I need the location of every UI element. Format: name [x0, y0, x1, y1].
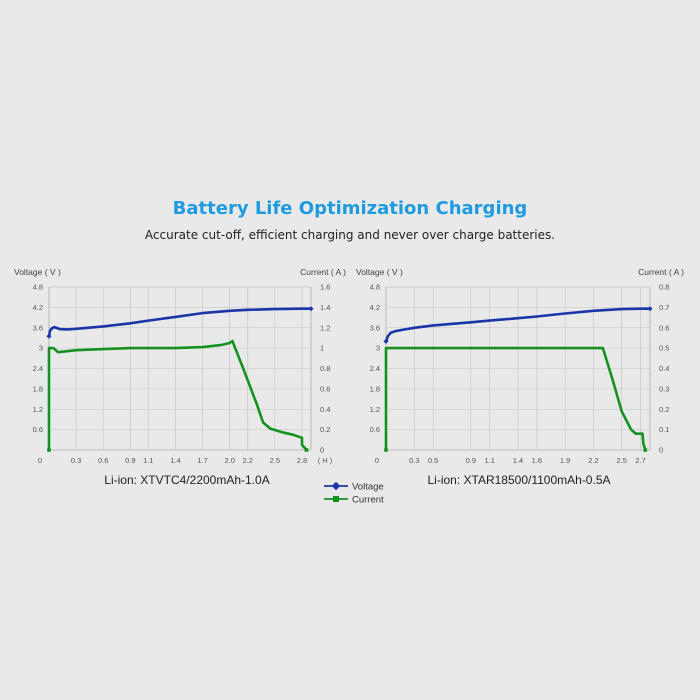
x-tick-label: 1.6: [532, 456, 542, 465]
y-left-tick-label: 3: [376, 344, 380, 353]
y-right-tick-label: 0.6: [320, 384, 330, 393]
y-right-tick-label: 0.2: [659, 405, 669, 414]
x-tick-label: 2.7: [635, 456, 645, 465]
diamond-icon: [331, 481, 341, 491]
x-tick-label: 0.3: [71, 456, 81, 465]
x-tick-label: 1.4: [170, 456, 180, 465]
y-right-tick-label: 0: [320, 446, 324, 455]
x-origin-label: 0: [38, 456, 42, 465]
y-right-tick-label: 1: [320, 344, 324, 353]
series-marker-current: [643, 448, 648, 452]
x-tick-label: 2.2: [243, 456, 253, 465]
y-right-tick-label: 0: [659, 446, 663, 455]
y-right-tick-label: 0.3: [659, 384, 669, 393]
y-left-tick-label: 4.8: [370, 283, 380, 292]
series-line-current: [47, 339, 308, 452]
series-marker-voltage: [46, 333, 52, 339]
chart-1: 4.8 4.2 3.6 3 2.4 1.8 1.2 0.6 1.6 1.4 1.2 1 0.8 0.6 0.…: [14, 267, 346, 487]
y-left-tick-label: 4.8: [33, 283, 43, 292]
y-right-tick-label: 0.7: [659, 303, 669, 312]
x-tick-label: 1.9: [560, 456, 570, 465]
page-title: Battery Life Optimization Charging: [172, 198, 528, 219]
y-right-tick-label: 0.8: [659, 283, 669, 292]
y-right-tick-label: 0.8: [320, 364, 330, 373]
series-marker-voltage: [383, 338, 389, 344]
y-left-tick-label: 4.2: [370, 303, 380, 312]
y-left-tick-label: 3: [39, 344, 43, 353]
chart-caption: Li-ion: XTAR18500/1100mAh-0.5A: [428, 473, 611, 487]
series-marker-voltage: [308, 306, 314, 312]
y-right-tick-label: 0.5: [659, 344, 669, 353]
series-line-voltage: [47, 307, 313, 338]
series-line-voltage: [384, 307, 652, 343]
y-right-tick-label: 1.6: [320, 283, 330, 292]
y-right-axis-label: Current ( A ): [638, 267, 684, 277]
y-left-tick-label: 1.8: [33, 384, 43, 393]
y-left-tick-label: 0.6: [370, 425, 380, 434]
x-tick-label: 1.1: [143, 456, 153, 465]
x-unit-label: ( H ): [318, 456, 333, 465]
x-tick-label: 0.6: [98, 456, 108, 465]
x-tick-label: 1.4: [513, 456, 523, 465]
legend: Voltage Current: [324, 482, 384, 506]
chart-caption: Li-ion: XTVTC4/2200mAh-1.0A: [104, 473, 269, 487]
y-left-tick-label: 1.2: [33, 405, 43, 414]
series-marker-voltage: [647, 306, 653, 312]
chart-2: 4.8 4.2 3.6 3 2.4 1.8 1.2 0.6 0.8 0.7 0.6 0.5 0.4 0.3…: [356, 267, 684, 487]
legend-item-voltage: Voltage: [324, 482, 384, 493]
series-marker-current: [47, 448, 51, 452]
y-left-axis-label: Voltage ( V ): [14, 267, 61, 277]
y-left-tick-label: 0.6: [33, 425, 43, 434]
x-tick-label: 0.5: [428, 456, 438, 465]
x-tick-label: 0.9: [125, 456, 135, 465]
series-marker-current: [384, 448, 388, 452]
y-left-tick-label: 1.8: [370, 384, 380, 393]
legend-label: Voltage: [352, 482, 384, 493]
y-right-tick-label: 0.1: [659, 425, 669, 434]
x-tick-label: 2.2: [588, 456, 598, 465]
y-right-tick-label: 1.4: [320, 303, 330, 312]
x-tick-label: 2.5: [270, 456, 280, 465]
y-left-axis-label: Voltage ( V ): [356, 267, 403, 277]
x-tick-label: 2.5: [616, 456, 626, 465]
x-tick-label: 2.0: [224, 456, 234, 465]
x-tick-label: 2.8: [297, 456, 307, 465]
y-left-tick-label: 3.6: [370, 323, 380, 332]
y-left-tick-label: 4.2: [33, 303, 43, 312]
y-right-tick-label: 1.2: [320, 323, 330, 332]
y-right-axis-label: Current ( A ): [300, 267, 346, 277]
y-right-tick-label: 0.6: [659, 323, 669, 332]
x-tick-label: 0.3: [409, 456, 419, 465]
x-tick-label: 1.7: [197, 456, 207, 465]
series-marker-current: [304, 448, 309, 452]
x-tick-label: 1.1: [484, 456, 494, 465]
page-subtitle: Accurate cut-off, efficient charging and…: [144, 228, 556, 242]
y-left-tick-label: 2.4: [33, 364, 43, 373]
square-icon: [333, 496, 339, 502]
y-left-tick-label: 1.2: [370, 405, 380, 414]
y-left-tick-label: 3.6: [33, 323, 43, 332]
x-tick-label: 0.9: [466, 456, 476, 465]
legend-item-current: Current: [324, 495, 384, 506]
x-origin-label: 0: [375, 456, 379, 465]
y-right-tick-label: 0.2: [320, 425, 330, 434]
y-left-tick-label: 2.4: [370, 364, 380, 373]
legend-label: Current: [352, 495, 384, 506]
series-line-current: [384, 346, 647, 452]
y-right-tick-label: 0.4: [659, 364, 669, 373]
y-right-tick-label: 0.4: [320, 405, 330, 414]
